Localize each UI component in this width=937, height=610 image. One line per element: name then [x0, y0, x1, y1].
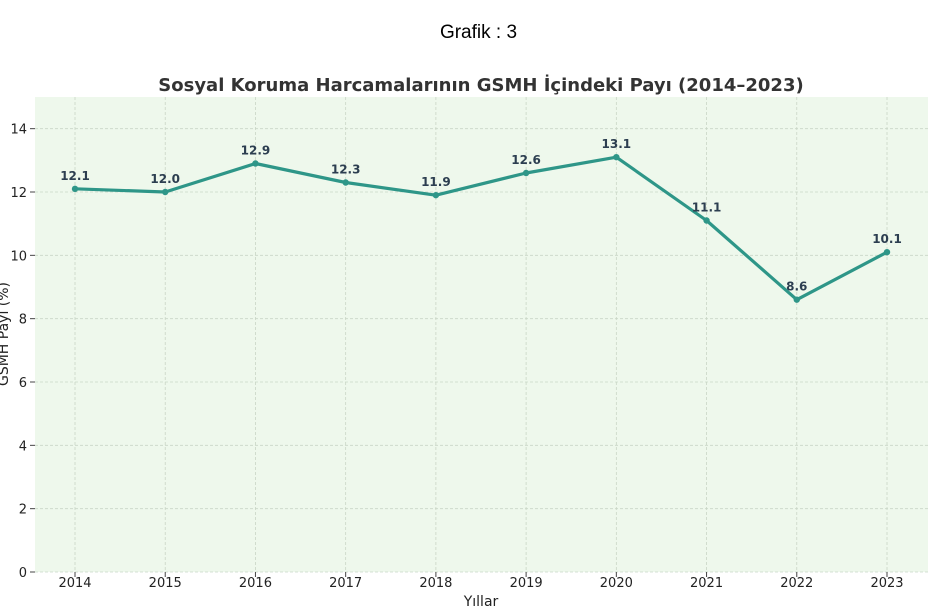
- data-points: [71, 153, 891, 303]
- x-tick-label: 2015: [149, 576, 182, 591]
- data-label: 12.3: [331, 163, 361, 177]
- data-label: 11.9: [421, 175, 451, 189]
- x-tick-label: 2022: [780, 576, 813, 591]
- data-label: 11.1: [692, 201, 722, 215]
- plot-area: [35, 97, 928, 572]
- y-tick-label: 0: [19, 566, 27, 581]
- data-label: 12.9: [241, 144, 271, 158]
- data-label: 12.0: [150, 172, 180, 186]
- grid-lines: [35, 97, 928, 573]
- data-point: [342, 179, 349, 186]
- data-label: 8.6: [786, 280, 807, 294]
- data-label: 12.6: [511, 153, 541, 167]
- data-point: [162, 188, 169, 196]
- data-point: [252, 160, 259, 167]
- x-tick-label: 2020: [600, 576, 633, 591]
- x-tick-label: 2014: [58, 576, 91, 591]
- chart-title: Sosyal Koruma Harcamalarının GSMH İçinde…: [158, 74, 803, 96]
- data-point: [432, 191, 440, 199]
- y-tick-label: 6: [19, 376, 27, 391]
- data-point: [793, 296, 800, 303]
- x-tick-label: 2023: [870, 576, 903, 591]
- y-tick-label: 14: [10, 123, 27, 138]
- data-point: [883, 248, 891, 256]
- data-point: [71, 185, 79, 193]
- x-tick-label: 2016: [239, 576, 272, 591]
- y-tick-label: 12: [10, 186, 27, 201]
- data-label: 13.1: [602, 137, 632, 151]
- y-axis-label: GSMH Payı (%): [0, 282, 12, 386]
- x-axis-label: Yıllar: [463, 594, 499, 610]
- data-labels: 12.1 12.0 12.9 12.3 11.9 12.6 13.1 11.1 8.6 10.1: [60, 137, 902, 293]
- x-tick-label: 2019: [510, 576, 543, 591]
- x-tick-label: 2021: [690, 576, 723, 591]
- y-tick-label: 10: [10, 249, 27, 264]
- data-point: [703, 217, 710, 224]
- data-label: 10.1: [872, 232, 902, 246]
- y-tick-label: 2: [19, 503, 27, 518]
- series-line: [74, 155, 888, 302]
- x-tick-label: 2017: [329, 576, 362, 591]
- data-point: [522, 169, 530, 177]
- data-point: [613, 153, 620, 161]
- x-tick-label: 2018: [419, 576, 452, 591]
- y-tick-label: 4: [19, 439, 27, 454]
- data-label: 12.1: [60, 169, 90, 183]
- y-tick-label: 8: [19, 313, 27, 328]
- axis-ticks: 0 2 4 6 8 10 12 14 2014 2015 2016 2017 2018 2019 2020 2…: [10, 123, 903, 591]
- figure-caption: Grafik : 3: [439, 22, 518, 43]
